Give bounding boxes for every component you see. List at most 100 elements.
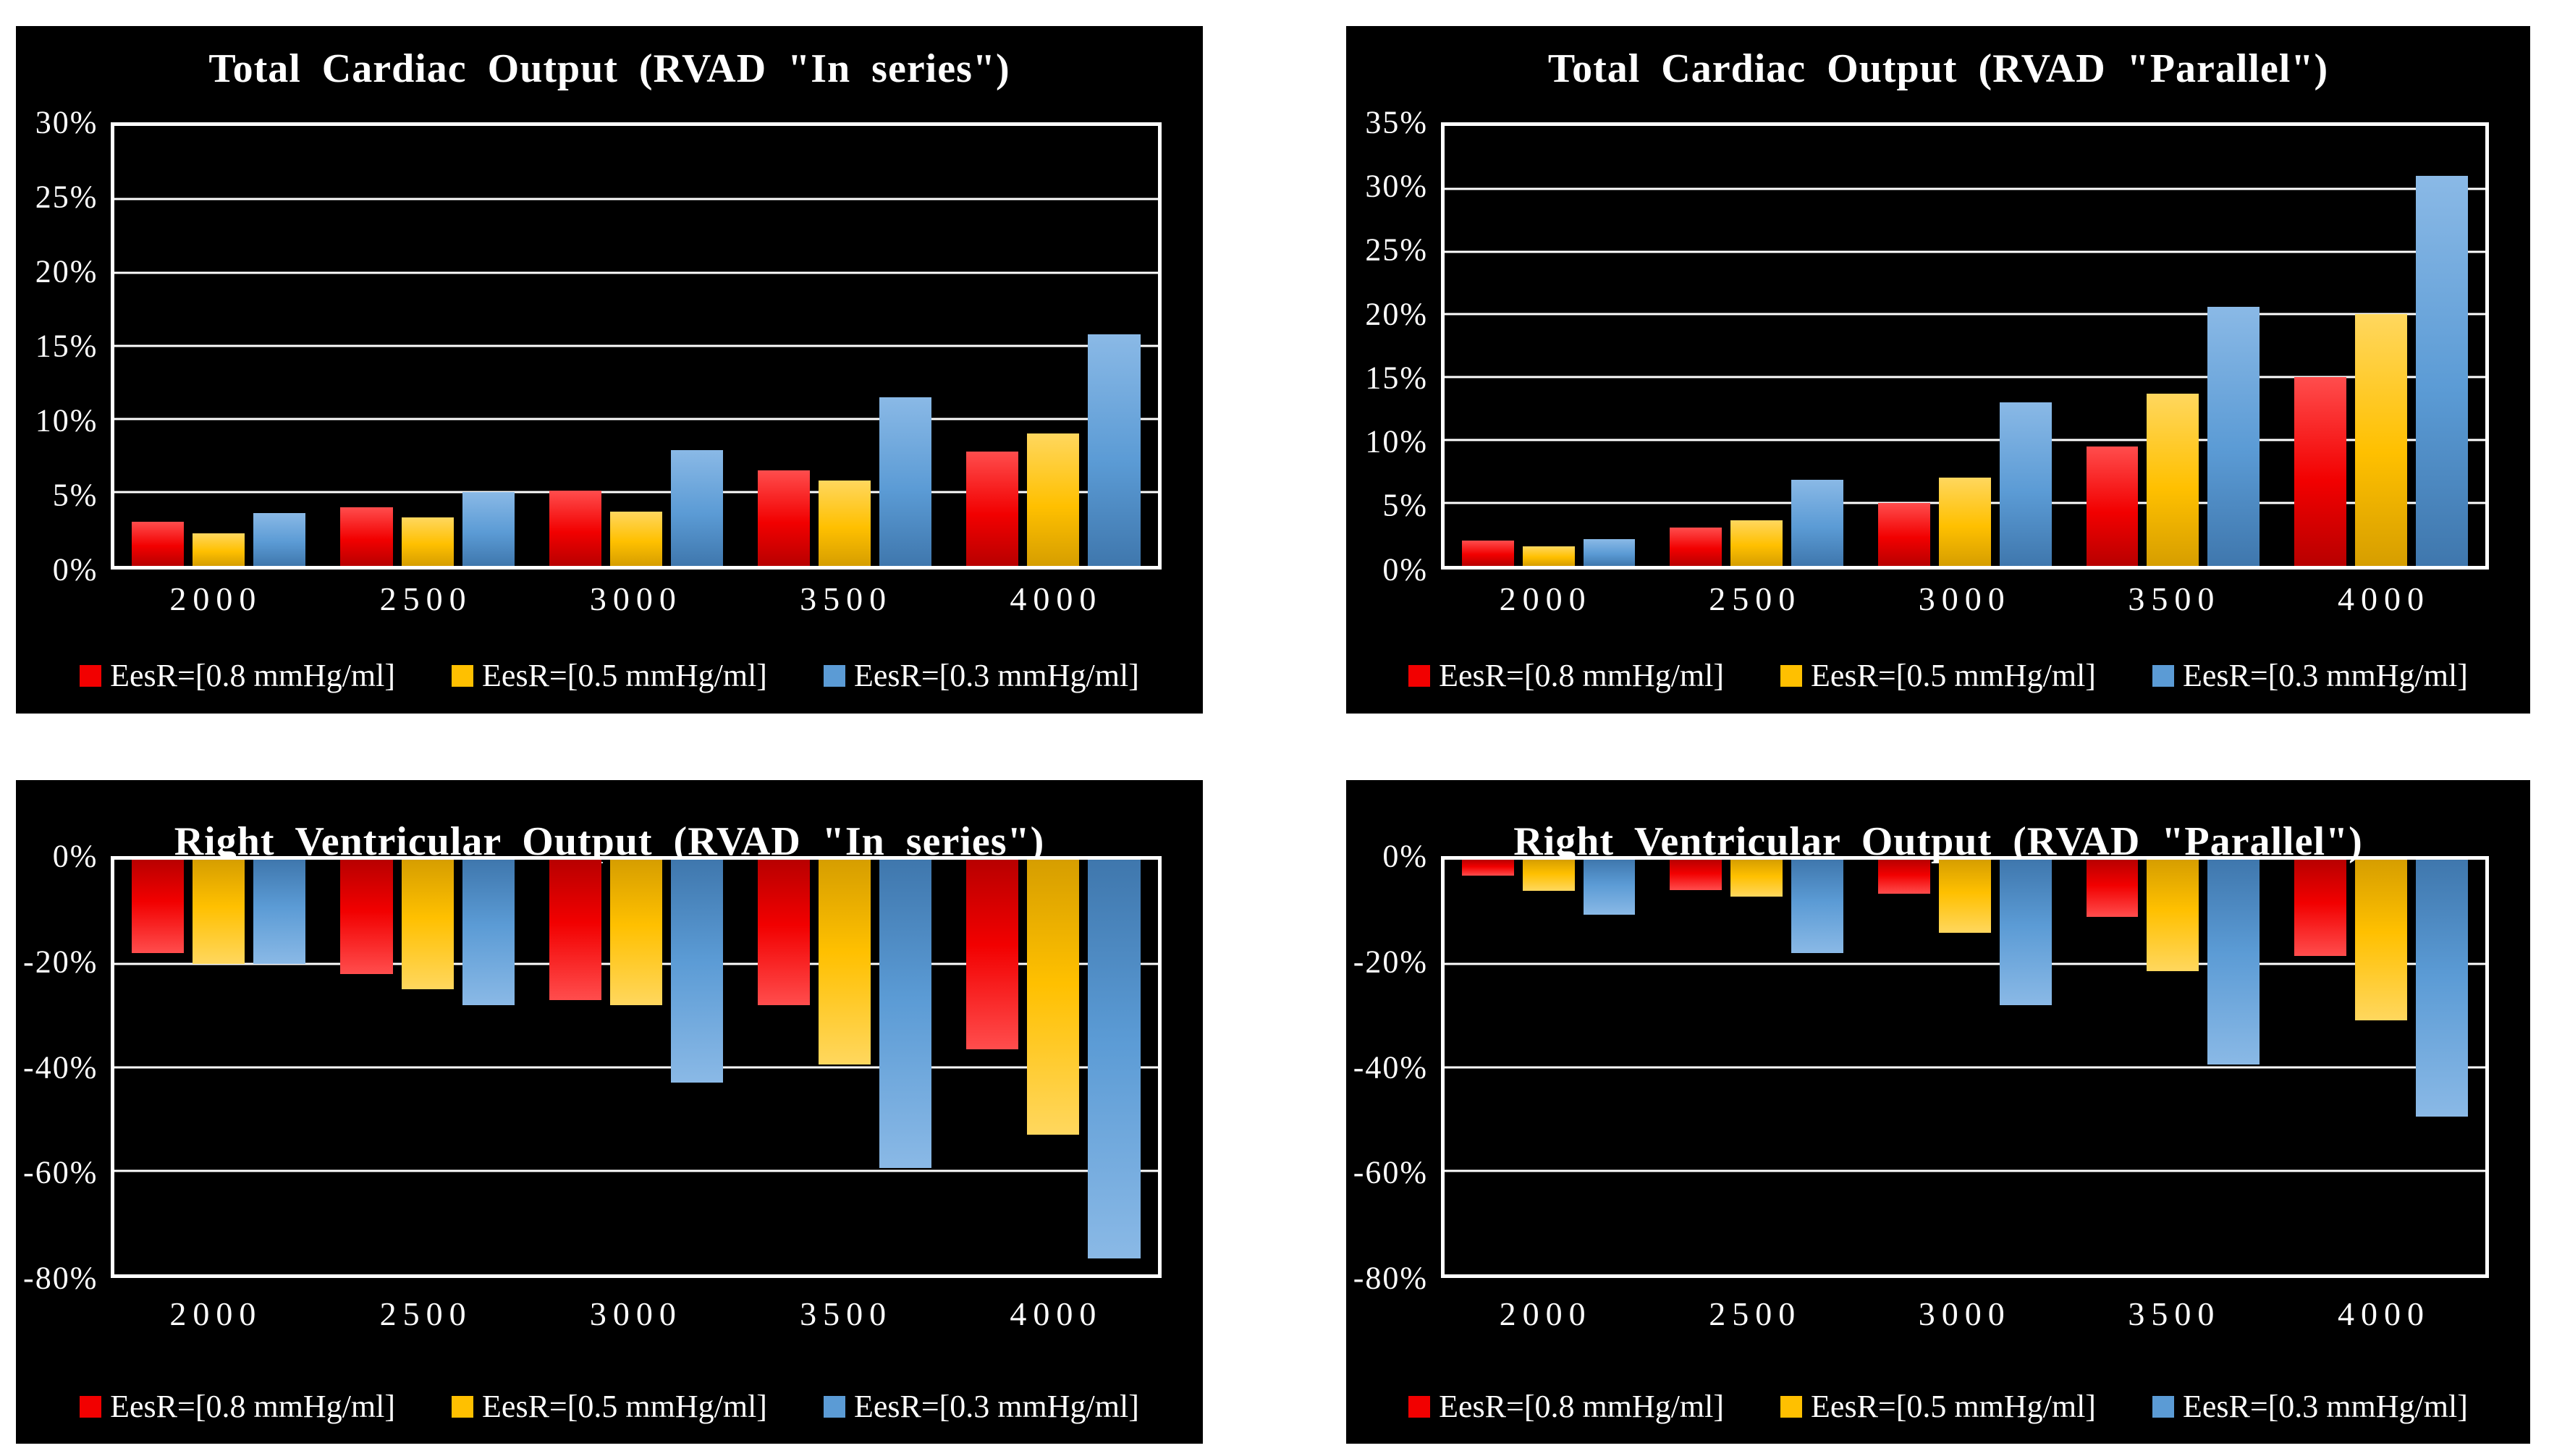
legend: EesR=[0.8 mmHg/ml] EesR=[0.5 mmHg/ml] EesR… — [16, 1388, 1203, 1425]
bar — [2207, 306, 2260, 566]
gridline — [1444, 439, 2485, 441]
bar — [193, 860, 245, 964]
legend-label: EesR=[0.5 mmHg/ml] — [482, 1389, 767, 1425]
legend-item: EesR=[0.3 mmHg/ml] — [2152, 657, 2468, 694]
x-axis-tick-label: 3000 — [1918, 1295, 2011, 1332]
bar — [609, 860, 662, 1005]
bar — [1791, 860, 1844, 954]
y-axis-tick-label: 30% — [35, 104, 98, 140]
bar — [2207, 860, 2260, 1065]
x-axis-tick-label: 3000 — [589, 580, 682, 617]
legend-marker — [1408, 1395, 1431, 1418]
bar — [2415, 860, 2468, 1117]
bar — [1730, 860, 1783, 897]
bar-group-4000 — [2277, 126, 2485, 566]
bar — [1938, 860, 1991, 933]
x-axis-tick-label: 4000 — [2337, 1295, 2430, 1332]
legend-label: EesR=[0.5 mmHg/ml] — [1811, 1389, 2096, 1425]
bar — [1461, 540, 1514, 566]
y-axis-tick-label: -40% — [1353, 1049, 1429, 1085]
bar — [758, 860, 811, 1005]
bar — [2354, 860, 2407, 1021]
bar — [340, 507, 393, 566]
x-axis-tick-label: 3500 — [800, 1295, 893, 1332]
legend-item: EesR=[0.5 mmHg/ml] — [452, 657, 767, 694]
y-axis-tick-label: 10% — [1365, 423, 1429, 460]
bar — [1938, 478, 1991, 566]
x-axis-tick-label: 2500 — [1709, 580, 1802, 617]
legend-marker — [823, 664, 845, 687]
bar-group-3000 — [1861, 126, 2069, 566]
bar — [1583, 539, 1636, 566]
legend-marker — [80, 664, 102, 687]
bar — [340, 860, 393, 974]
legend-item: EesR=[0.5 mmHg/ml] — [452, 1388, 767, 1425]
x-axis: 2000 2500 3000 3500 4000 — [111, 1295, 1161, 1345]
x-axis-tick-label: 3000 — [1918, 580, 2011, 617]
y-axis-tick-label: 5% — [1382, 487, 1429, 523]
legend-item: EesR=[0.3 mmHg/ml] — [2152, 1388, 2468, 1425]
x-axis-tick-label: 2000 — [169, 1295, 263, 1332]
y-axis: 0% -20% -40% -60% -80% — [16, 839, 103, 1295]
bar — [966, 451, 1019, 566]
gridline — [114, 1169, 1158, 1172]
legend-label: EesR=[0.3 mmHg/ml] — [2182, 658, 2468, 694]
bar — [462, 860, 515, 1005]
legend-label: EesR=[0.8 mmHg/ml] — [1439, 658, 1725, 694]
legend-label: EesR=[0.8 mmHg/ml] — [110, 658, 396, 694]
gridline — [1444, 962, 2485, 965]
y-axis-tick-label: 15% — [35, 328, 98, 364]
bar — [2294, 860, 2346, 956]
bar-group-2000 — [1445, 860, 1653, 1274]
bar — [1088, 334, 1141, 566]
legend-item: EesR=[0.8 mmHg/ml] — [80, 1388, 395, 1425]
bar-group-2500 — [1652, 126, 1861, 566]
y-axis-tick-label: 20% — [1365, 296, 1429, 332]
bar — [1027, 433, 1080, 566]
x-axis: 2000 2500 3000 3500 4000 — [1441, 580, 2489, 630]
y-axis-tick-label: 35% — [1365, 104, 1429, 140]
bar — [1670, 528, 1722, 566]
legend: EesR=[0.8 mmHg/ml] EesR=[0.5 mmHg/ml] EesR… — [1346, 657, 2530, 694]
bar — [879, 397, 932, 566]
bar-group-2500 — [323, 860, 531, 1274]
bar-group-2500 — [1652, 860, 1861, 1274]
bar — [549, 491, 601, 566]
legend-item: EesR=[0.5 mmHg/ml] — [1780, 1388, 2096, 1425]
bar — [253, 512, 306, 566]
bar — [1461, 860, 1514, 876]
bar-group-2000 — [1445, 126, 1653, 566]
bar — [401, 860, 454, 990]
x-axis: 2000 2500 3000 3500 4000 — [111, 580, 1161, 630]
bar — [401, 517, 454, 566]
legend-item: EesR=[0.3 mmHg/ml] — [823, 1388, 1139, 1425]
bar — [1088, 860, 1141, 1259]
gridline — [114, 344, 1158, 347]
gridline — [114, 271, 1158, 274]
bar — [2147, 393, 2199, 566]
gridline — [114, 1066, 1158, 1069]
bar — [2086, 860, 2139, 918]
bar — [879, 860, 932, 1169]
bar — [2147, 860, 2199, 972]
bar — [1522, 546, 1575, 566]
bar — [1877, 502, 1930, 566]
legend-label: EesR=[0.8 mmHg/ml] — [1439, 1389, 1725, 1425]
y-axis-tick-label: -20% — [23, 944, 98, 980]
x-axis-tick-label: 3500 — [2128, 580, 2221, 617]
legend-marker — [2152, 1395, 2174, 1418]
bar-group-3000 — [532, 860, 740, 1274]
y-axis: 30% 25% 20% 15% 10% 5% 0% — [16, 105, 103, 588]
bar-group-3500 — [740, 860, 949, 1274]
bar — [462, 492, 515, 566]
y-axis-tick-label: 5% — [52, 477, 98, 513]
gridline — [114, 418, 1158, 420]
gridline — [1444, 1066, 2485, 1069]
bar — [1670, 860, 1722, 890]
bar-group-4000 — [949, 126, 1157, 566]
legend-marker — [2152, 664, 2174, 687]
bar-group-4000 — [949, 860, 1157, 1274]
bar — [1027, 860, 1080, 1135]
y-axis-tick-label: -80% — [23, 1260, 98, 1296]
